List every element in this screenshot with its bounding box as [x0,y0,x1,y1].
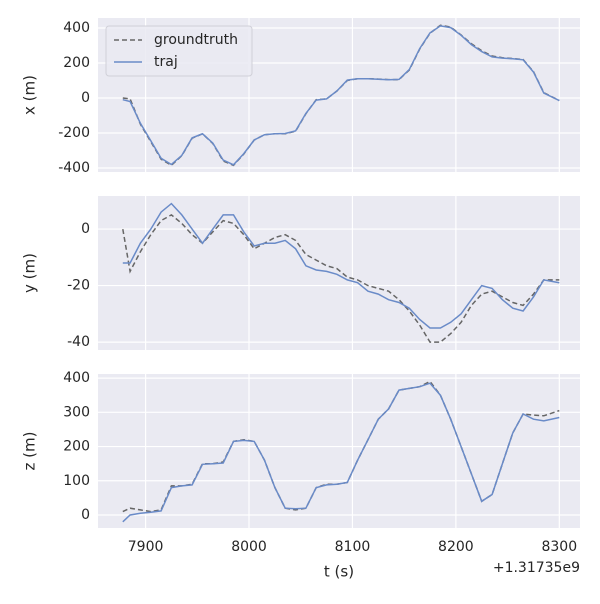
legend-box [105,25,253,77]
y-tick-label: -40 [67,334,90,350]
x-tick-label: 8100 [335,539,371,555]
plot-area [98,374,580,528]
y-tick-label: 400 [63,20,90,36]
x-axis-label: t (s) [324,563,354,581]
y-tick-label: -200 [58,125,90,141]
y-tick-label: -20 [67,278,90,294]
series-line [122,25,560,166]
series-line [122,382,560,523]
legend-label: traj [154,54,178,70]
x-tick-label: 8300 [541,539,577,555]
x-offset-label: +1.31735e9 [493,560,580,576]
y-tick-label: 0 [81,221,90,237]
y-tick-label: 200 [63,55,90,71]
y-tick-label: 100 [63,473,90,489]
y-tick-label: 0 [81,90,90,106]
y-tick-label: 400 [63,370,90,386]
y-axis-label: x (m) [21,75,39,115]
x-tick-label: 8200 [438,539,474,555]
y-axis-label: y (m) [21,253,39,293]
plot-area [98,196,580,350]
y-axis-label: z (m) [21,432,39,471]
series-line [122,202,560,329]
x-tick-label: 7900 [128,539,164,555]
y-tick-label: 300 [63,404,90,420]
y-tick-label: 200 [63,439,90,455]
y-tick-label: -400 [58,160,90,176]
series-line [122,213,560,343]
y-tick-label: 0 [81,507,90,523]
legend-label: groundtruth [154,32,238,48]
x-tick-label: 8000 [231,539,267,555]
